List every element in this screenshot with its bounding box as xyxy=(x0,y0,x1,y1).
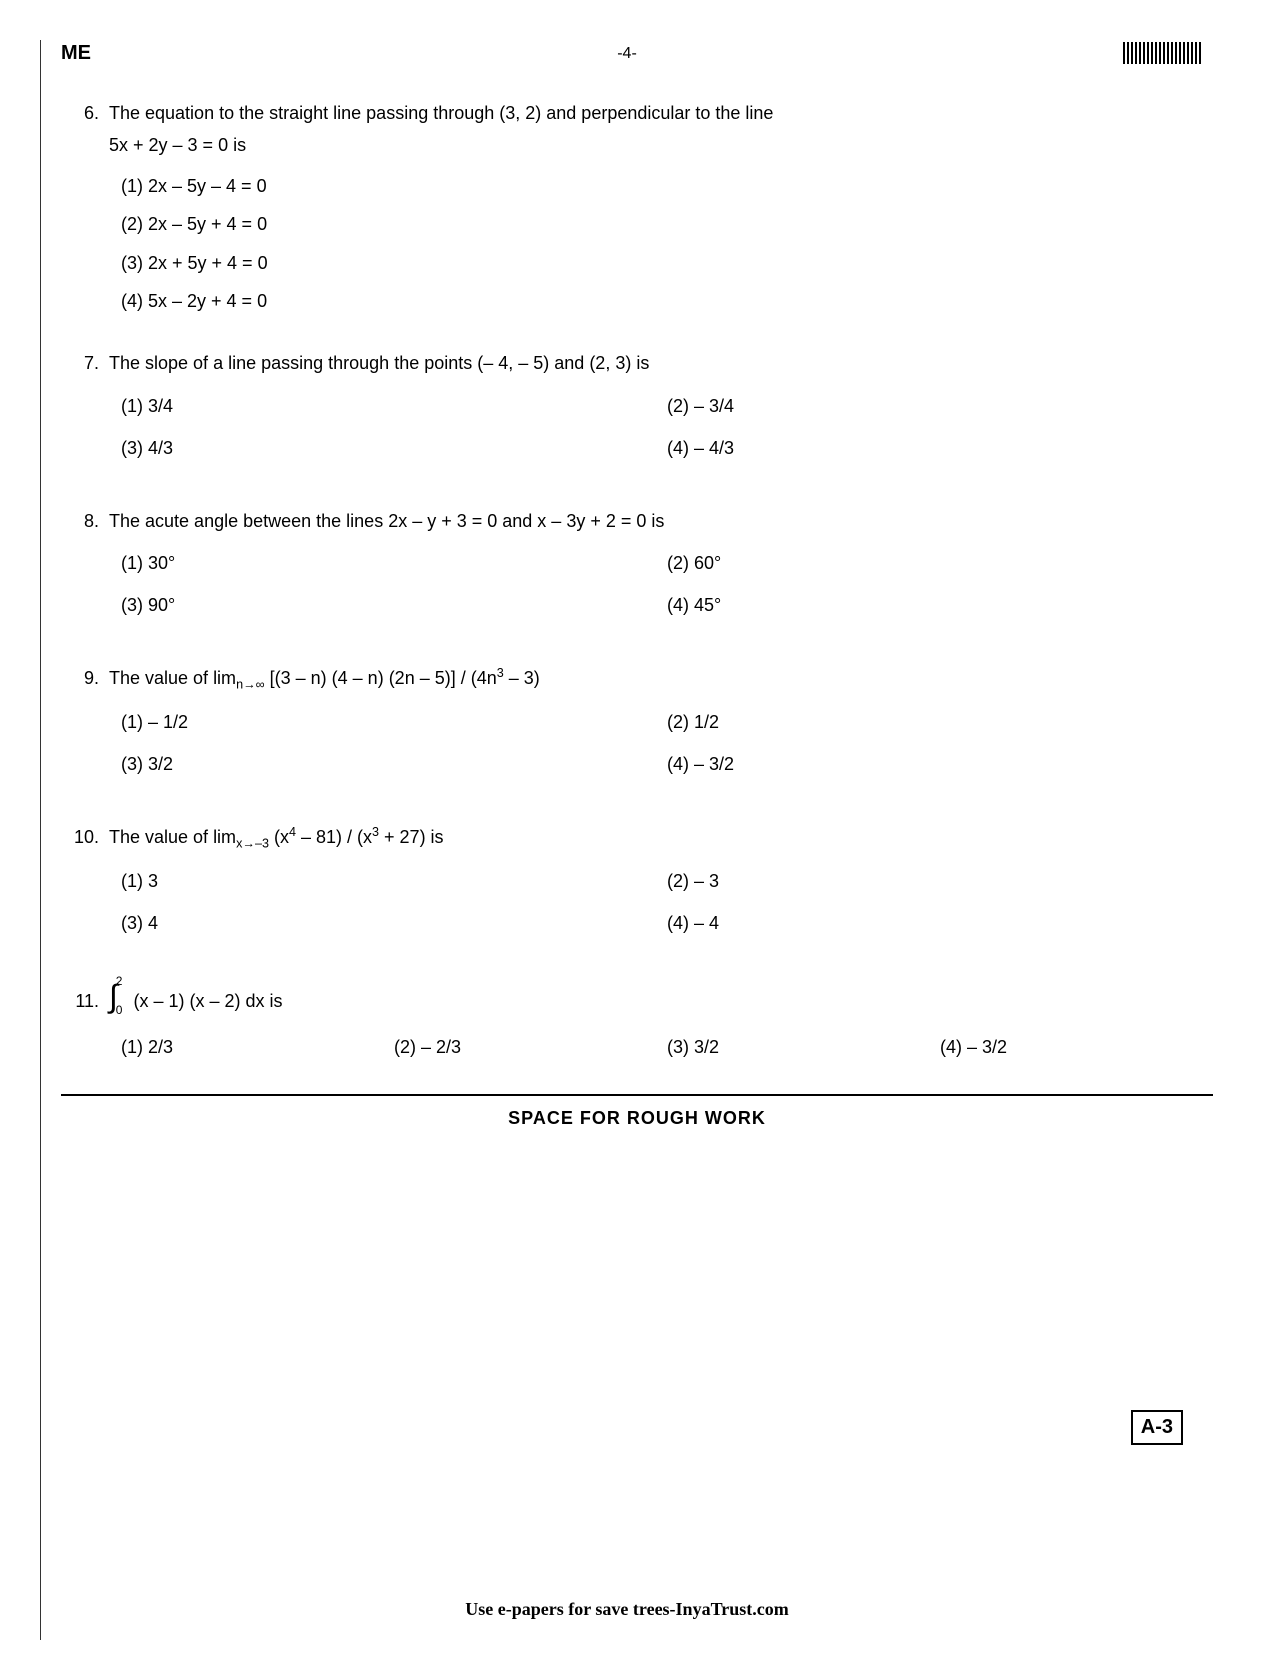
question-number: 10. xyxy=(71,821,109,853)
options: (1) 2/3 (2) – 2/3 (3) 3/2 (4) – 3/2 xyxy=(121,1031,1213,1063)
barcode-icon xyxy=(1123,40,1203,67)
page-header: ME -4- xyxy=(61,40,1213,67)
question-9: 9. The value of limn→∞ [(3 – n) (4 – n) … xyxy=(71,662,1213,791)
question-text: The value of limx→–3 (x4 – 81) / (x3 + 2… xyxy=(109,821,1213,855)
question-number: 6. xyxy=(71,97,109,129)
options: (1) 3 (3) 4 (2) – 3 (4) – 4 xyxy=(121,865,1213,950)
question-text: ∫ 2 0 (x – 1) (x – 2) dx is xyxy=(109,980,1213,1017)
subject-code: ME xyxy=(61,42,91,65)
option-4: (4) 5x – 2y + 4 = 0 xyxy=(121,285,1213,317)
question-6: 6. The equation to the straight line pas… xyxy=(71,97,1213,317)
option-4: (4) – 3/2 xyxy=(667,748,1213,780)
option-3: (3) 4/3 xyxy=(121,432,667,464)
option-3: (3) 3/2 xyxy=(667,1031,940,1063)
option-2: (2) 60° xyxy=(667,547,1213,579)
options: (1) – 1/2 (3) 3/2 (2) 1/2 (4) – 3/2 xyxy=(121,706,1213,791)
option-2: (2) 1/2 xyxy=(667,706,1213,738)
option-1: (1) 30° xyxy=(121,547,667,579)
option-1: (1) 3 xyxy=(121,865,667,897)
question-text-line2: 5x + 2y – 3 = 0 is xyxy=(109,129,1213,161)
question-number: 9. xyxy=(71,662,109,694)
option-1: (1) 2x – 5y – 4 = 0 xyxy=(121,170,1213,202)
option-1: (1) – 1/2 xyxy=(121,706,667,738)
question-number: 8. xyxy=(71,505,109,537)
option-4: (4) 45° xyxy=(667,589,1213,621)
question-8: 8. The acute angle between the lines 2x … xyxy=(71,505,1213,632)
option-4: (4) – 3/2 xyxy=(940,1031,1213,1063)
page-number: -4- xyxy=(617,45,637,63)
question-11: 11. ∫ 2 0 (x – 1) (x – 2) dx is (1) 2/3 … xyxy=(71,980,1213,1064)
integral-icon: ∫ 2 0 xyxy=(109,980,128,1012)
rough-work-heading: SPACE FOR ROUGH WORK xyxy=(61,1094,1213,1129)
options: (1) 3/4 (3) 4/3 (2) – 3/4 (4) – 4/3 xyxy=(121,390,1213,475)
options: (1) 2x – 5y – 4 = 0 (2) 2x – 5y + 4 = 0 … xyxy=(121,170,1213,318)
question-number: 11. xyxy=(71,985,109,1017)
option-1: (1) 3/4 xyxy=(121,390,667,422)
option-4: (4) – 4/3 xyxy=(667,432,1213,464)
question-10: 10. The value of limx→–3 (x4 – 81) / (x3… xyxy=(71,821,1213,950)
page-container: ME -4- 6. The equation to the straight l… xyxy=(40,40,1213,1640)
question-text: The value of limn→∞ [(3 – n) (4 – n) (2n… xyxy=(109,662,1213,696)
option-3: (3) 2x + 5y + 4 = 0 xyxy=(121,247,1213,279)
option-2: (2) – 2/3 xyxy=(394,1031,667,1063)
question-text: The equation to the straight line passin… xyxy=(109,97,1213,129)
question-number: 7. xyxy=(71,347,109,379)
option-3: (3) 3/2 xyxy=(121,748,667,780)
option-3: (3) 90° xyxy=(121,589,667,621)
question-text: The slope of a line passing through the … xyxy=(109,347,1213,379)
options: (1) 30° (3) 90° (2) 60° (4) 45° xyxy=(121,547,1213,632)
option-1: (1) 2/3 xyxy=(121,1031,394,1063)
option-2: (2) 2x – 5y + 4 = 0 xyxy=(121,208,1213,240)
question-text: The acute angle between the lines 2x – y… xyxy=(109,505,1213,537)
booklet-code: A-3 xyxy=(1131,1410,1183,1445)
footer-text: Use e-papers for save trees-InyaTrust.co… xyxy=(41,1599,1213,1620)
option-3: (3) 4 xyxy=(121,907,667,939)
option-2: (2) – 3 xyxy=(667,865,1213,897)
question-7: 7. The slope of a line passing through t… xyxy=(71,347,1213,474)
option-2: (2) – 3/4 xyxy=(667,390,1213,422)
option-4: (4) – 4 xyxy=(667,907,1213,939)
